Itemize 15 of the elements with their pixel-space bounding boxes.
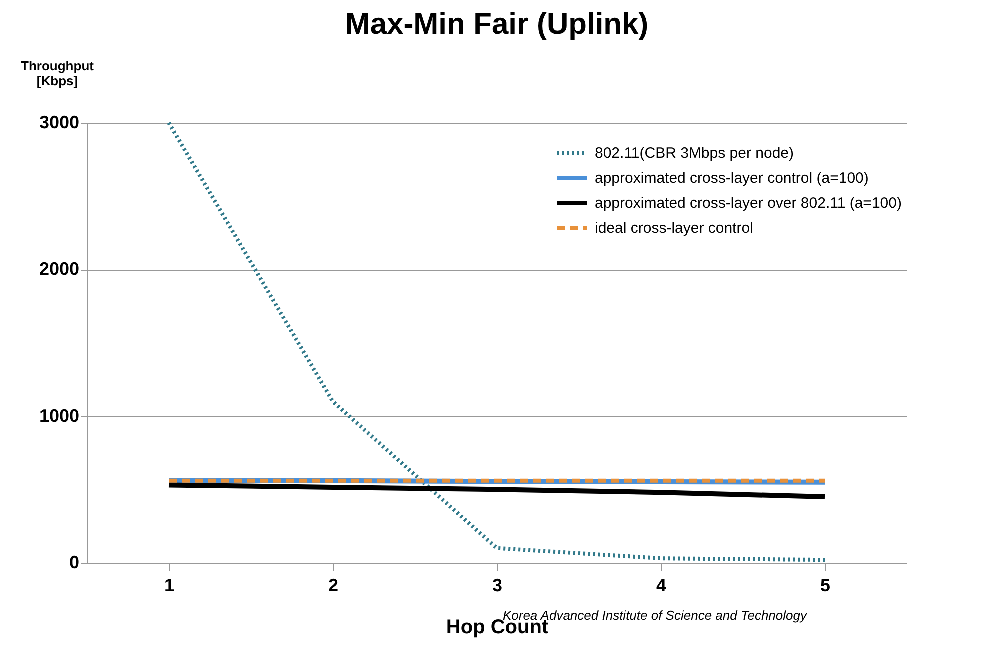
y-axis-title: Throughput [Kbps] [21,58,95,88]
legend-label: 802.11(CBR 3Mbps per node) [595,145,794,162]
legend-label: ideal cross-layer control [595,220,754,237]
x-tick-label: 3 [492,576,503,596]
x-tick-label: 1 [164,576,175,596]
chart-title: Max-Min Fair (Uplink) [345,8,649,41]
legend-label: approximated cross-layer over 802.11 (a=100) [595,195,902,212]
x-tick-label: 4 [656,576,667,596]
y-tick-label: 3000 [39,112,80,132]
y-tick-label: 1000 [39,406,80,426]
x-tick-label: 2 [328,576,339,596]
y-tick-label: 2000 [39,259,80,280]
y-tick-label: 0 [69,552,80,572]
legend-label: approximated cross-layer control (a=100) [595,170,869,187]
x-tick-label: 5 [820,576,831,596]
